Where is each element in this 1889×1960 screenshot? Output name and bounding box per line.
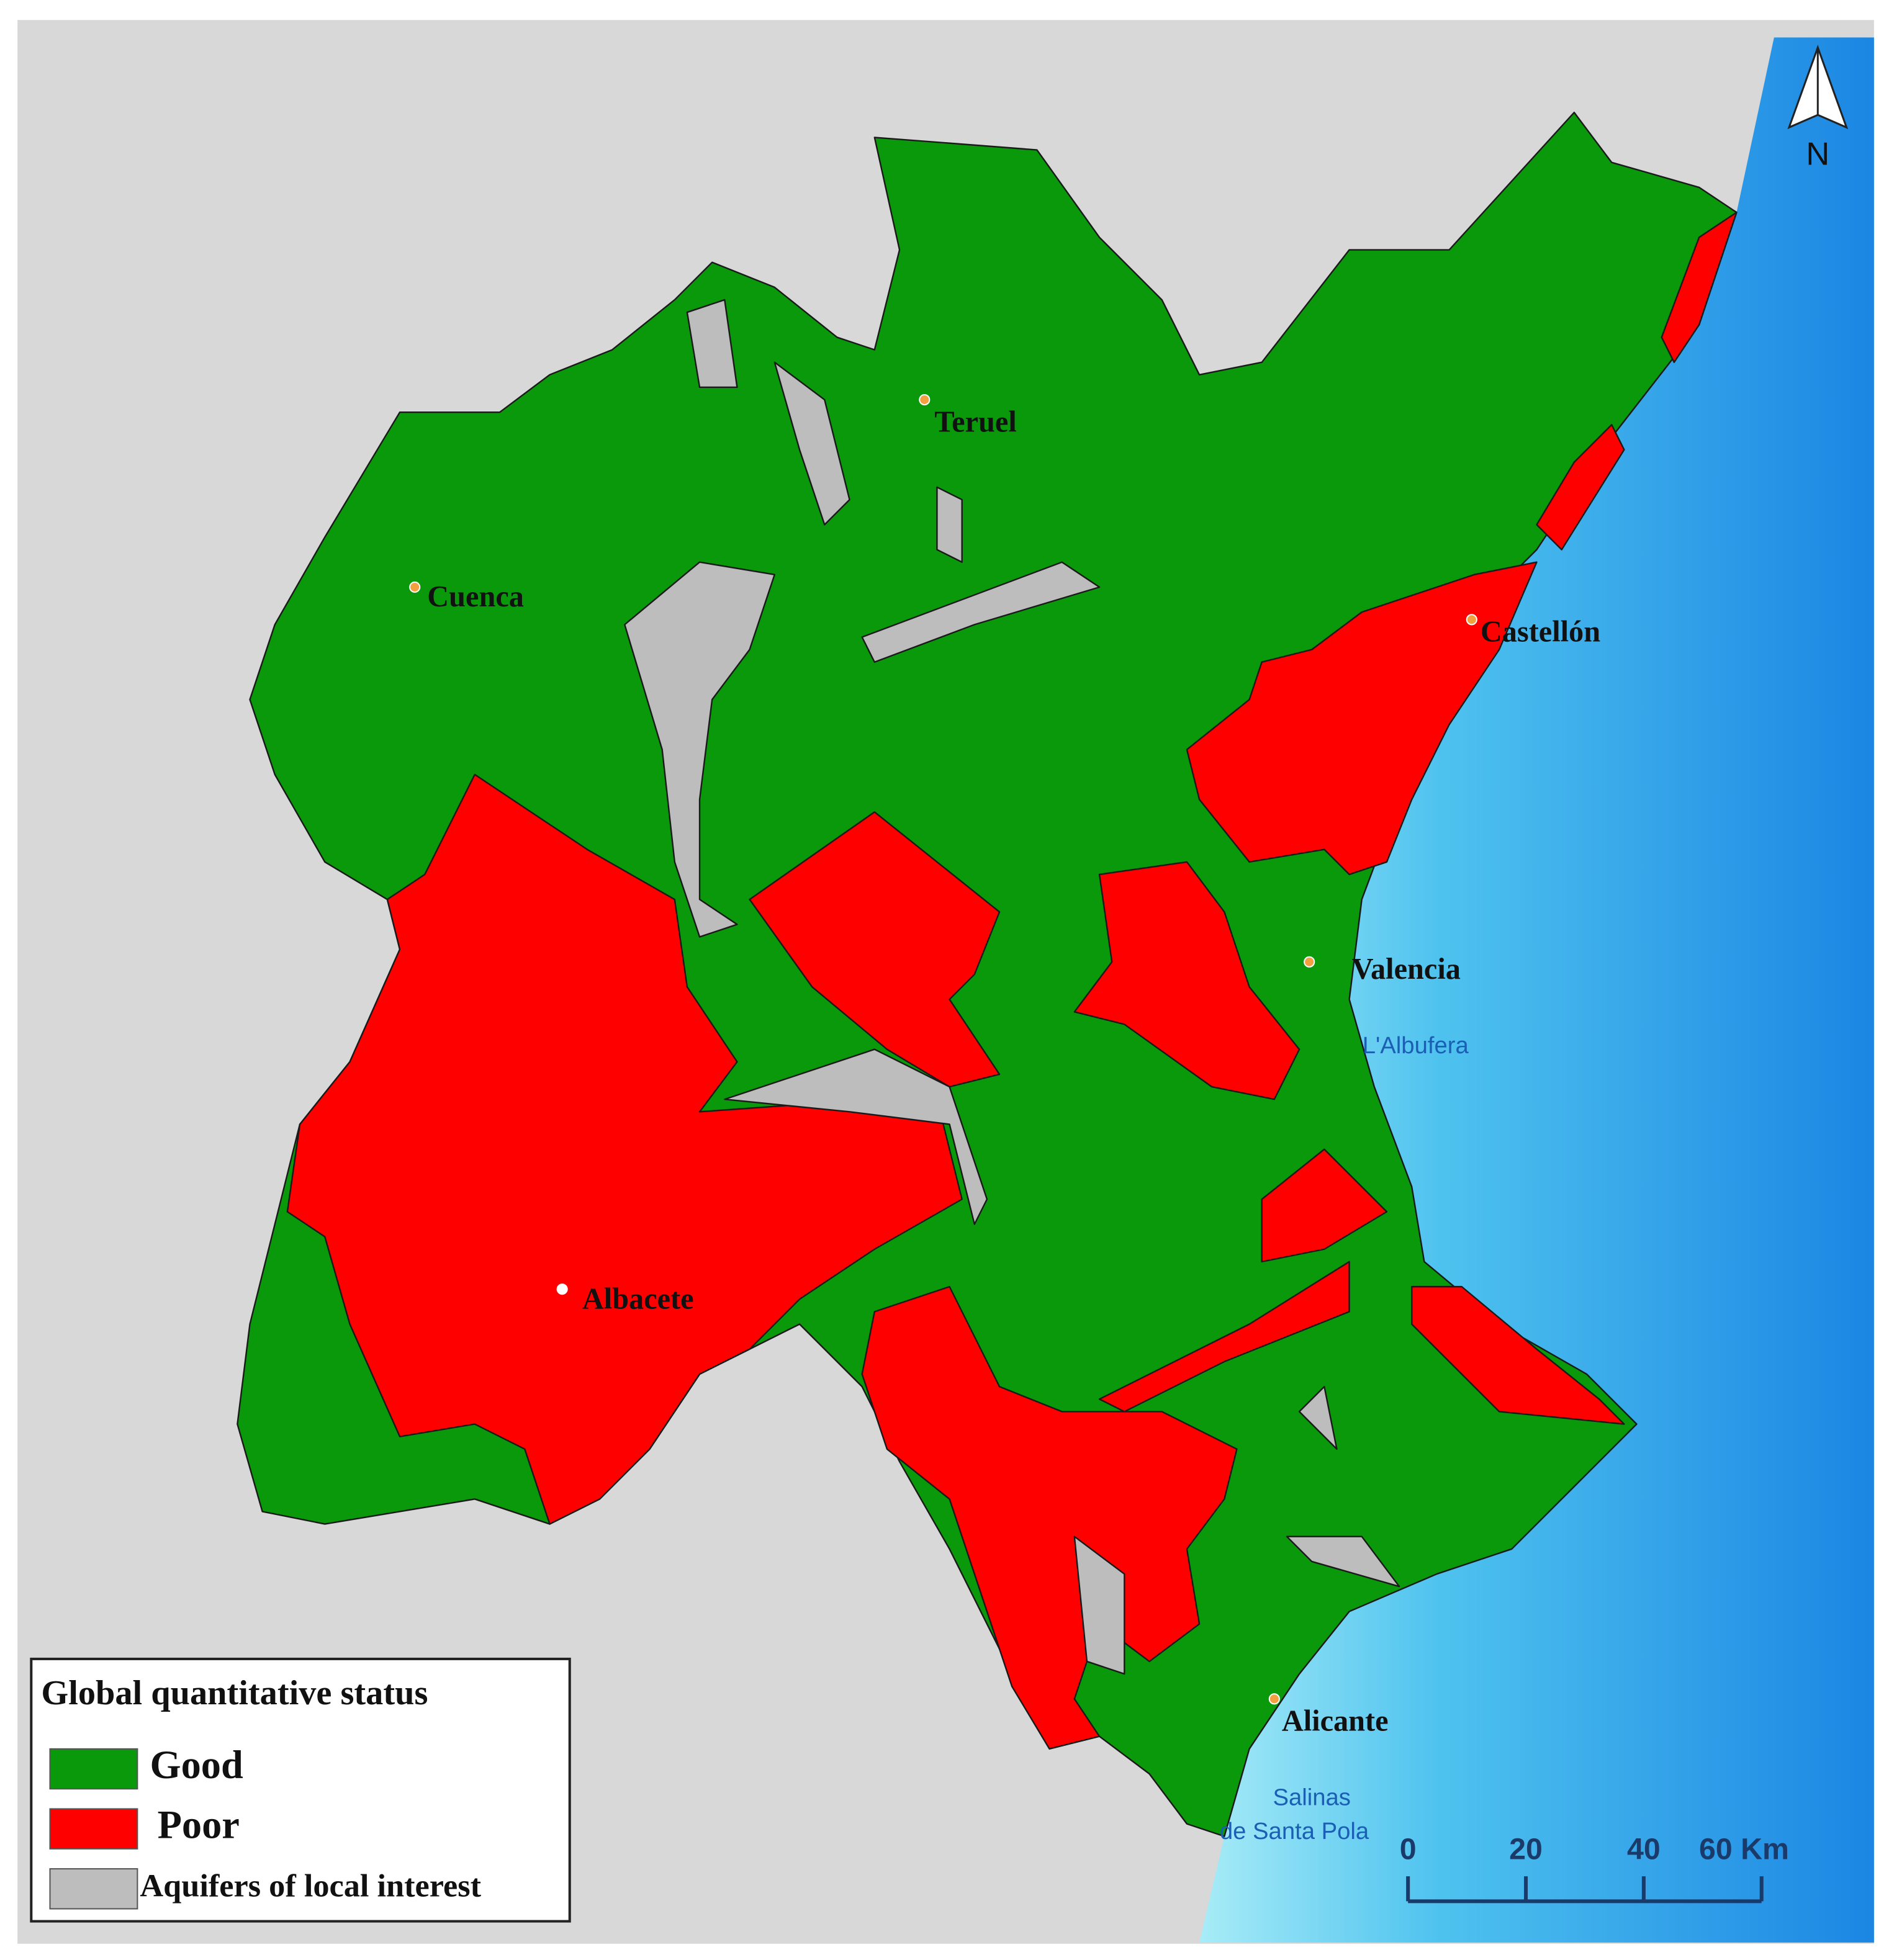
place-label: Cuenca [427, 580, 524, 613]
scale-label: 60 Km [1699, 1833, 1789, 1866]
region-poor [1410, 1285, 1625, 1425]
sea [1199, 37, 1874, 1943]
region-local [1286, 1535, 1400, 1588]
place-label: Castellón [1481, 616, 1600, 649]
region-poor [1536, 424, 1625, 551]
scale-label: 0 [1400, 1833, 1417, 1866]
region-poor [286, 773, 963, 1525]
north-arrow: N [1787, 45, 1849, 172]
region-poor [749, 811, 1001, 1088]
legend-swatch [49, 1808, 138, 1850]
legend-title: Global quantitative status [41, 1674, 428, 1712]
region-local [724, 1048, 988, 1225]
place-label: Valencia [1352, 953, 1461, 986]
region-local [1298, 1385, 1338, 1450]
region-poor [1261, 1148, 1388, 1263]
region-local [936, 486, 963, 563]
city-marker [919, 394, 931, 406]
scale-label: 40 [1627, 1833, 1661, 1866]
legend-swatch [49, 1748, 138, 1790]
region-poor [1661, 211, 1738, 363]
region-local [686, 299, 738, 389]
city-marker [409, 581, 421, 593]
water-label: L'Albufera [1363, 1032, 1469, 1059]
region-poor [1186, 561, 1538, 876]
local-aquifers [624, 299, 1400, 1675]
city-marker [1466, 614, 1477, 626]
place-label: Alicante [1282, 1705, 1389, 1738]
region-poor [1098, 1261, 1350, 1413]
region-local [861, 561, 1101, 663]
scale-bar: 0 20 40 60 Km [1400, 1833, 1789, 1904]
region-local [1073, 1535, 1125, 1675]
region-local [773, 361, 850, 526]
place-label: Albacete [582, 1282, 694, 1315]
water-label: de Santa Pola [1220, 1818, 1369, 1845]
legend: Global quantitative status Good Poor Aquif… [30, 1657, 571, 1923]
place-label: Teruel [934, 405, 1016, 438]
region-local [624, 561, 775, 938]
city-marker [1304, 956, 1315, 968]
scale-label: 20 [1509, 1833, 1543, 1866]
city-marker [1268, 1693, 1280, 1705]
legend-label: Good [150, 1743, 243, 1787]
legend-label: Aquifers of local interest [140, 1868, 481, 1904]
poor-regions [286, 211, 1738, 1750]
region-poor [1073, 861, 1301, 1100]
north-label: N [1806, 136, 1829, 172]
legend-label: Poor [158, 1802, 240, 1846]
water-label: Salinas [1273, 1784, 1350, 1810]
city-marker [556, 1283, 568, 1295]
legend-swatch [49, 1868, 138, 1910]
